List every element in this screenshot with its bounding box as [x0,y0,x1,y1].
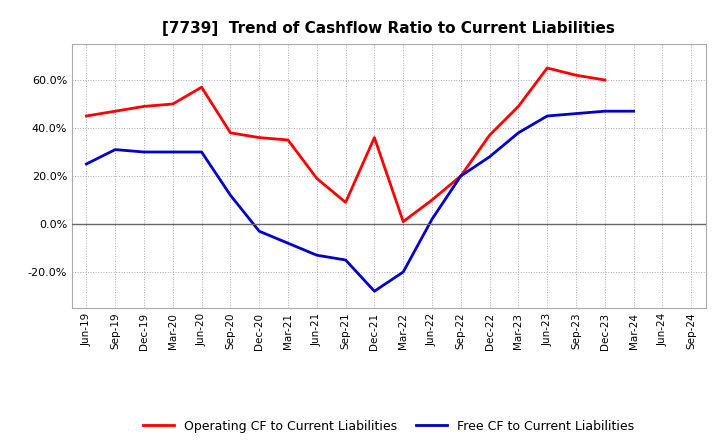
Free CF to Current Liabilities [255,228,264,234]
Free CF to Current Liabilities [312,253,321,258]
Free CF to Current Liabilities [111,147,120,152]
Operating CF to Current Liabilities [168,101,177,106]
Free CF to Current Liabilities [284,241,292,246]
Free CF to Current Liabilities [399,269,408,275]
Operating CF to Current Liabilities [399,219,408,224]
Operating CF to Current Liabilities [428,198,436,203]
Free CF to Current Liabilities [543,114,552,119]
Operating CF to Current Liabilities [543,66,552,71]
Operating CF to Current Liabilities [226,130,235,136]
Free CF to Current Liabilities [428,216,436,222]
Free CF to Current Liabilities [572,111,580,116]
Free CF to Current Liabilities [82,161,91,167]
Operating CF to Current Liabilities [284,137,292,143]
Free CF to Current Liabilities [197,149,206,154]
Line: Free CF to Current Liabilities: Free CF to Current Liabilities [86,111,634,291]
Operating CF to Current Liabilities [485,132,494,138]
Operating CF to Current Liabilities [456,173,465,179]
Free CF to Current Liabilities [370,289,379,294]
Free CF to Current Liabilities [168,149,177,154]
Free CF to Current Liabilities [341,257,350,263]
Operating CF to Current Liabilities [341,200,350,205]
Free CF to Current Liabilities [485,154,494,159]
Operating CF to Current Liabilities [197,84,206,90]
Free CF to Current Liabilities [456,173,465,179]
Operating CF to Current Liabilities [82,114,91,119]
Line: Operating CF to Current Liabilities: Operating CF to Current Liabilities [86,68,605,222]
Operating CF to Current Liabilities [600,77,609,83]
Free CF to Current Liabilities [140,149,148,154]
Operating CF to Current Liabilities [140,104,148,109]
Free CF to Current Liabilities [226,193,235,198]
Operating CF to Current Liabilities [255,135,264,140]
Title: [7739]  Trend of Cashflow Ratio to Current Liabilities: [7739] Trend of Cashflow Ratio to Curren… [163,21,615,36]
Operating CF to Current Liabilities [572,73,580,78]
Free CF to Current Liabilities [600,109,609,114]
Operating CF to Current Liabilities [370,135,379,140]
Operating CF to Current Liabilities [312,176,321,181]
Operating CF to Current Liabilities [111,109,120,114]
Free CF to Current Liabilities [514,130,523,136]
Operating CF to Current Liabilities [514,104,523,109]
Legend: Operating CF to Current Liabilities, Free CF to Current Liabilities: Operating CF to Current Liabilities, Fre… [138,414,639,437]
Free CF to Current Liabilities [629,109,638,114]
